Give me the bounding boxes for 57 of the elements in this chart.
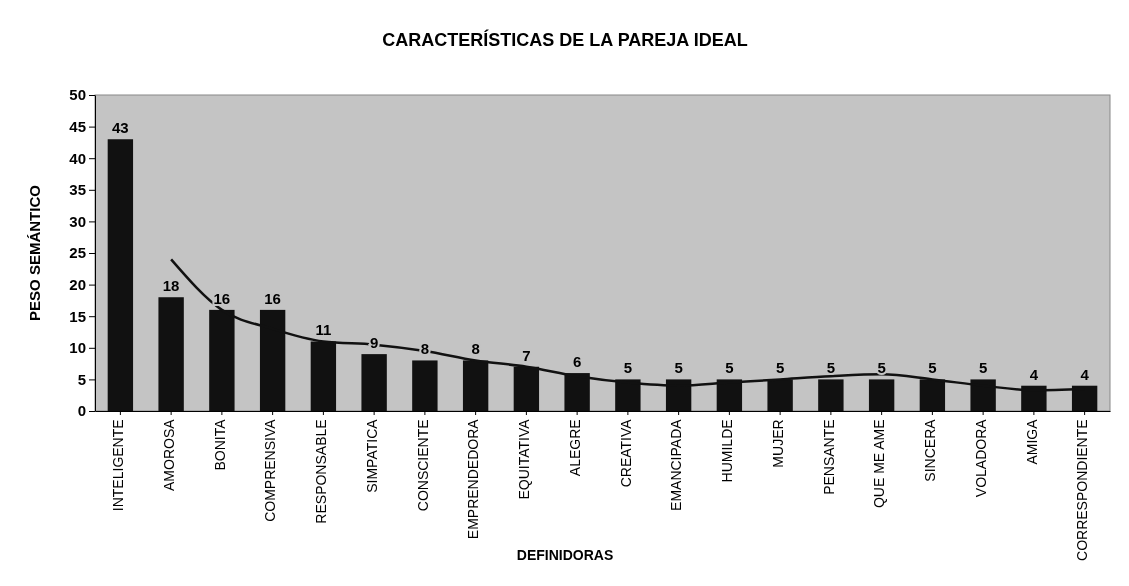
data-label: 5 xyxy=(826,359,836,377)
y-tick-label: 40 xyxy=(69,149,86,167)
x-tick-label: EQUITATIVA xyxy=(516,418,533,500)
chart-title: CARACTERÍSTICAS DE LA PAREJA IDEAL xyxy=(382,29,748,50)
data-label: 4 xyxy=(1080,365,1090,383)
x-tick-label: ALEGRE xyxy=(566,419,583,477)
y-tick-label: 15 xyxy=(69,307,86,325)
bar xyxy=(361,354,387,411)
data-label: 8 xyxy=(471,340,480,358)
data-label: 5 xyxy=(623,359,633,377)
y-tick-label: 0 xyxy=(77,402,86,420)
x-tick-label: EMANCIPADA xyxy=(668,418,685,511)
x-tick-label: CONSCIENTE xyxy=(414,419,431,512)
data-label: 5 xyxy=(674,359,683,377)
y-tick-label: 10 xyxy=(69,339,86,357)
x-tick-label: AMIGA xyxy=(1023,418,1040,465)
data-label: 7 xyxy=(522,346,531,364)
data-label: 11 xyxy=(315,321,332,339)
x-tick-label: QUE ME AME xyxy=(871,419,888,509)
x-tick-label: CORRESPONDIENTE xyxy=(1074,419,1091,561)
data-label: 43 xyxy=(112,119,129,137)
x-tick-label: EMPRENDEDORA xyxy=(465,418,482,540)
x-tick-label: AMOROSA xyxy=(160,418,177,491)
x-tick-label: BONITA xyxy=(211,418,228,471)
y-tick-label: 45 xyxy=(69,117,86,135)
y-tick-label: 25 xyxy=(69,244,86,262)
y-tick-label: 30 xyxy=(69,212,86,230)
data-label: 16 xyxy=(213,289,231,307)
data-label: 6 xyxy=(572,353,582,371)
data-label: 5 xyxy=(775,359,785,377)
y-tick-label: 35 xyxy=(69,181,86,199)
bar xyxy=(412,360,438,411)
data-label: 16 xyxy=(264,289,281,307)
bar xyxy=(107,139,134,411)
x-tick-label: MUJER xyxy=(769,419,786,468)
x-tick-label: RESPONSABLE xyxy=(313,419,330,524)
x-axis-title: DEFINIDORAS xyxy=(516,547,614,563)
bar xyxy=(868,379,895,411)
x-tick-label: SIMPATICA xyxy=(363,418,380,493)
data-label: 5 xyxy=(725,359,734,377)
y-tick-label: 50 xyxy=(69,86,86,104)
x-tick-label: VOLADORA xyxy=(972,418,989,498)
x-tick-label: PENSANTE xyxy=(820,419,837,495)
data-label: 18 xyxy=(162,277,180,295)
data-label: 5 xyxy=(978,359,988,377)
y-axis-title: PESO SEMÁNTICO xyxy=(26,184,43,321)
x-tick-label: SINCERA xyxy=(922,418,939,482)
data-label: 5 xyxy=(877,359,886,377)
x-tick-label: HUMILDE xyxy=(719,419,736,483)
y-tick-label: 5 xyxy=(77,370,86,388)
x-tick-label: INTELIGENTE xyxy=(110,419,127,512)
data-label: 4 xyxy=(1029,365,1039,383)
data-label: 5 xyxy=(928,359,937,377)
bar xyxy=(158,297,184,411)
x-tick-label: COMPRENSIVA xyxy=(262,418,279,522)
y-tick-label: 20 xyxy=(69,275,86,293)
x-tick-label: CREATIVA xyxy=(617,418,634,488)
